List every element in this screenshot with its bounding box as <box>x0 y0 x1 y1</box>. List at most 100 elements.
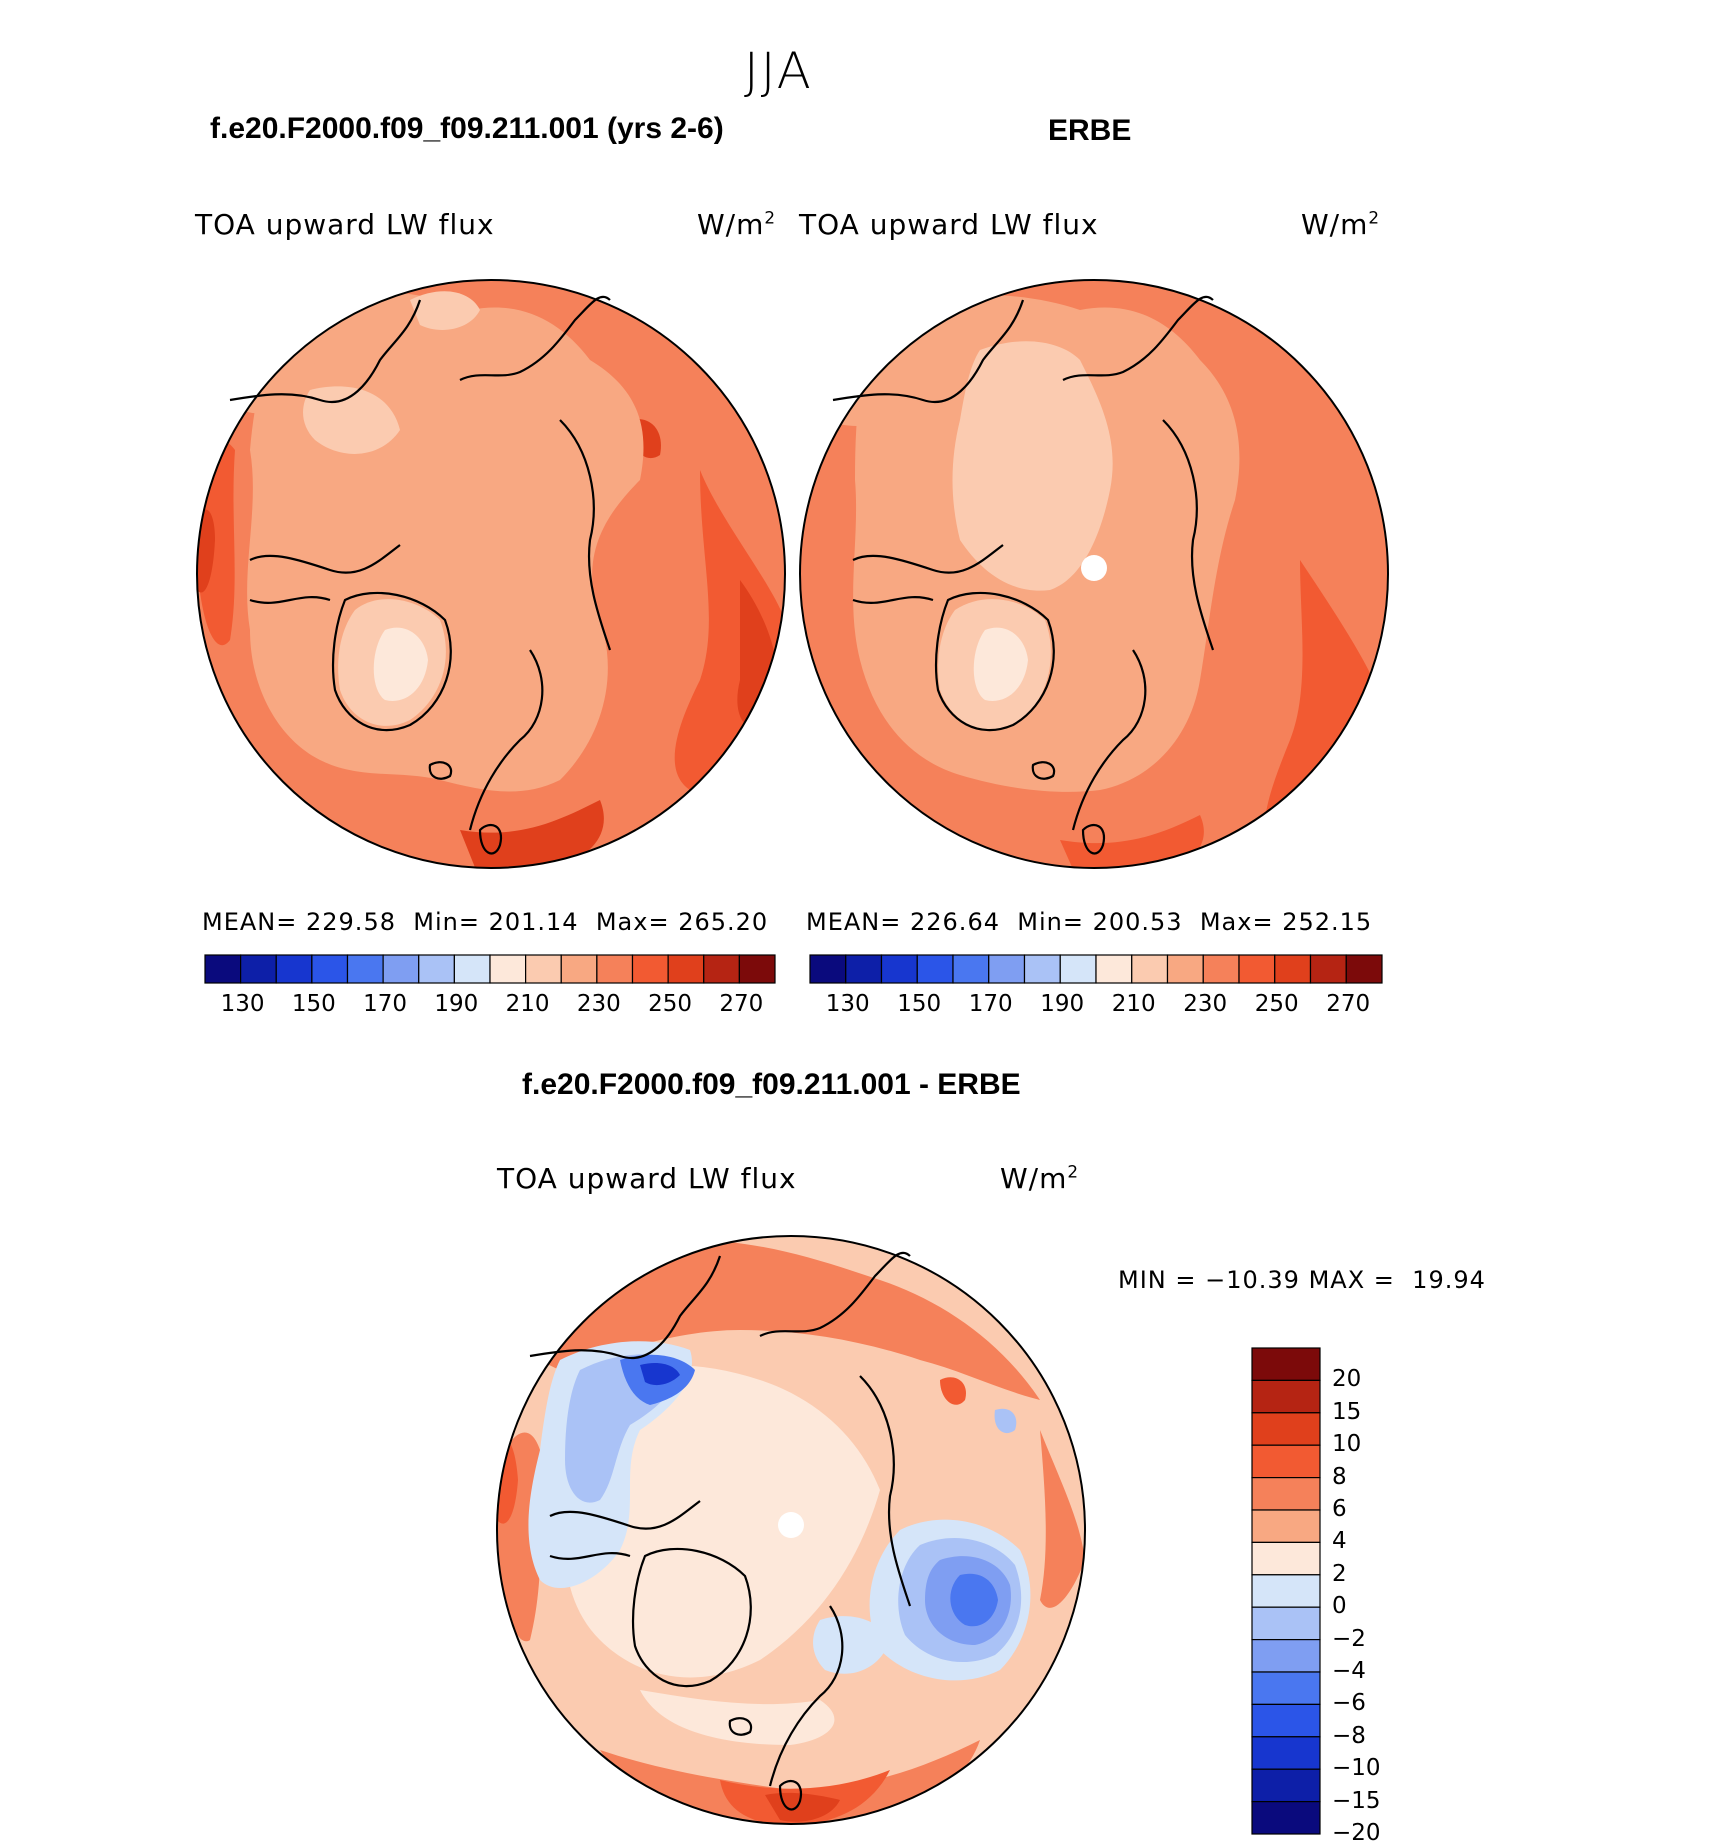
obs-colorbar-box <box>1345 954 1383 984</box>
difference-colorbar-box <box>1251 1541 1321 1576</box>
obs-panel-title: ERBE <box>1048 114 1132 147</box>
model-colorbar-box <box>275 954 313 984</box>
difference-colorbar-tick-label: 10 <box>1332 1431 1362 1458</box>
model-colorbar-box <box>525 954 562 984</box>
model-colorbar-tick-label: 250 <box>648 991 693 1017</box>
model-colorbar <box>204 954 776 984</box>
obs-colorbar-box <box>1202 954 1240 984</box>
difference-colorbar-box <box>1251 1509 1321 1544</box>
difference-colorbar-tick-label: 6 <box>1332 1496 1347 1522</box>
difference-colorbar-box <box>1251 1444 1321 1479</box>
model-colorbar-box <box>667 954 705 984</box>
obs-colorbar-tick-label: 190 <box>1040 991 1085 1017</box>
difference-panel-title: f.e20.F2000.f09_f09.211.001 - ERBE <box>522 1068 1021 1101</box>
model-colorbar-tick-label: 150 <box>291 991 336 1017</box>
obs-colorbar <box>809 954 1383 984</box>
difference-colorbar-box <box>1251 1800 1321 1835</box>
model-colorbar-box <box>596 954 634 984</box>
model-max-label: Max= <box>595 908 670 936</box>
obs-colorbar-box <box>1131 954 1169 984</box>
model-colorbar-box <box>453 954 491 984</box>
model-units-exponent: 2 <box>764 207 777 228</box>
obs-colorbar-box <box>916 954 954 984</box>
model-colorbar-tick-label: 130 <box>220 991 265 1017</box>
difference-colorbar-box <box>1251 1768 1321 1803</box>
difference-colorbar-tick-label: 4 <box>1332 1528 1347 1555</box>
difference-colorbar-tick-label: 0 <box>1332 1593 1347 1620</box>
difference-colorbar-box <box>1251 1671 1321 1706</box>
obs-colorbar-box <box>1023 954 1061 984</box>
obs-colorbar-box <box>845 954 883 984</box>
obs-map <box>799 279 1389 869</box>
model-colorbar-box <box>703 954 740 984</box>
obs-colorbar-box <box>809 954 847 984</box>
obs-variable-label: TOA upward LW flux <box>799 208 1099 241</box>
difference-colorbar-tick-label: −6 <box>1332 1690 1366 1717</box>
difference-colorbar-box <box>1251 1638 1321 1673</box>
model-variable-label: TOA upward LW flux <box>195 208 495 241</box>
difference-colorbar-tick-label: −2 <box>1332 1625 1366 1652</box>
difference-colorbar-tick-label: −10 <box>1332 1755 1381 1782</box>
model-min-label: Min= <box>413 908 480 936</box>
obs-units-exponent: 2 <box>1368 207 1381 228</box>
difference-colorbar-tick-label: −15 <box>1332 1787 1381 1814</box>
model-colorbar-box <box>418 954 455 984</box>
model-mean-value: 229.58 <box>306 908 396 936</box>
difference-minmax: MIN = −10.39 MAX = 19.94 <box>1118 1266 1486 1294</box>
difference-colorbar-box <box>1251 1574 1321 1608</box>
model-colorbar-box <box>311 954 349 984</box>
model-colorbar-box <box>560 954 598 984</box>
difference-colorbar-box <box>1251 1412 1321 1446</box>
obs-colorbar-tick-label: 230 <box>1183 991 1228 1017</box>
obs-colorbar-tick-label: 250 <box>1254 991 1299 1017</box>
difference-colorbar-tick-label: 20 <box>1332 1366 1362 1393</box>
difference-colorbar-box <box>1251 1736 1321 1770</box>
model-colorbar-tick-label: 210 <box>505 991 550 1017</box>
difference-min-label: MIN = <box>1118 1266 1197 1294</box>
model-units-label: W/m2 <box>697 208 776 241</box>
model-mean-label: MEAN= <box>202 908 298 936</box>
obs-colorbar-box <box>1059 954 1097 984</box>
difference-units-label: W/m2 <box>1000 1162 1079 1195</box>
obs-mean-label: MEAN= <box>806 908 902 936</box>
model-stats: MEAN= 229.58 Min= 201.14 Max= 265.20 <box>202 908 768 936</box>
obs-max-label: Max= <box>1199 908 1274 936</box>
difference-colorbar-box <box>1251 1347 1321 1382</box>
difference-colorbar-tick-label: 8 <box>1332 1463 1347 1490</box>
difference-min-value: −10.39 <box>1205 1266 1300 1294</box>
difference-colorbar-tick-label: −4 <box>1332 1658 1366 1684</box>
difference-colorbar-box <box>1251 1703 1321 1738</box>
model-colorbar-tick-label: 190 <box>434 991 479 1017</box>
obs-colorbar-box <box>952 954 990 984</box>
difference-colorbar-tick-label: −20 <box>1332 1820 1381 1846</box>
obs-colorbar-tick-label: 210 <box>1111 991 1156 1017</box>
difference-max-label: MAX = <box>1308 1266 1395 1294</box>
obs-min-label: Min= <box>1017 908 1084 936</box>
model-min-value: 201.14 <box>488 908 579 936</box>
difference-colorbar-tick-label: 15 <box>1332 1398 1362 1425</box>
difference-units-base: W/m <box>1000 1162 1068 1195</box>
obs-colorbar-tick-label: 130 <box>825 991 870 1017</box>
obs-colorbar-box <box>1309 954 1347 984</box>
obs-colorbar-box <box>1274 954 1312 984</box>
obs-units-label: W/m2 <box>1301 208 1380 241</box>
model-colorbar-box <box>346 954 384 984</box>
difference-units-exponent: 2 <box>1067 1161 1080 1182</box>
obs-missing-pole <box>1081 555 1107 581</box>
model-colorbar-box <box>240 954 277 984</box>
model-units-base: W/m <box>697 208 765 241</box>
obs-colorbar-box <box>1238 954 1276 984</box>
model-colorbar-box <box>489 954 527 984</box>
diff-missing-pole <box>778 1512 804 1538</box>
model-colorbar-box <box>204 954 242 984</box>
model-colorbar-tick-label: 170 <box>363 991 408 1017</box>
difference-colorbar-box <box>1251 1379 1321 1414</box>
obs-max-value: 252.15 <box>1282 908 1373 936</box>
difference-colorbar <box>1251 1347 1321 1835</box>
obs-colorbar-box <box>988 954 1026 984</box>
model-max-value: 265.20 <box>678 908 769 936</box>
difference-variable-label: TOA upward LW flux <box>497 1162 797 1195</box>
difference-max-value: 19.94 <box>1412 1266 1486 1294</box>
